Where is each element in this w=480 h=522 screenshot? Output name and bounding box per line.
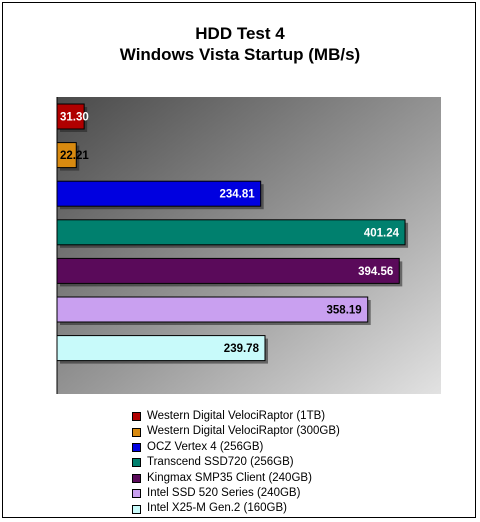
legend: Western Digital VelociRaptor (1TB) Wester…: [132, 409, 340, 517]
bar-value-label: 239.78: [224, 343, 260, 355]
bar: [56, 180, 262, 207]
chart-subtitle-text: Windows Vista Startup (MB/s): [119, 45, 361, 64]
bar-value-label: 31.30: [60, 112, 89, 124]
legend-item: Western Digital VelociRaptor (1TB): [132, 409, 340, 424]
bar-value-label: 234.81: [219, 189, 255, 201]
legend-swatch: [132, 504, 141, 514]
legend-item: Intel SSD 520 Series (240GB): [132, 486, 340, 501]
legend-item: Transcend SSD720 (256GB): [132, 455, 340, 470]
bar: [56, 103, 85, 130]
legend-item: Intel X25-M Gen.2 (160GB): [132, 501, 340, 516]
legend-label: Intel SSD 520 Series (240GB): [147, 486, 301, 499]
legend-label: Kingmax SMP35 Client (240GB): [147, 471, 312, 484]
legend-label: Western Digital VelociRaptor (1TB): [147, 410, 326, 422]
legend-item: Kingmax SMP35 Client (240GB): [132, 471, 340, 486]
bars-layer: 31.30 22.21 234.81 401.24 394.56 358.19 239.78: [56, 103, 409, 364]
legend-swatch: [132, 427, 141, 437]
legend-label: Transcend SSD720 (256GB): [147, 456, 294, 469]
legend-swatch: [132, 489, 141, 499]
bar-value-label: 401.24: [364, 227, 400, 239]
legend-item: OCZ Vertex 4 (256GB): [132, 440, 340, 455]
chart-title-text: HDD Test 4: [195, 24, 285, 43]
bar: [56, 296, 369, 323]
legend-item: Western Digital VelociRaptor (300GB): [132, 424, 340, 439]
bar-value-label: 22.21: [60, 150, 89, 162]
legend-swatch: [132, 473, 141, 483]
legend-swatch: [132, 442, 141, 452]
bar-value-label: 394.56: [358, 266, 393, 278]
legend-label: OCZ Vertex 4 (256GB): [147, 440, 264, 453]
bar: [56, 257, 400, 284]
legend-label: Intel X25-M Gen.2 (160GB): [147, 502, 287, 515]
legend-swatch: [132, 412, 141, 422]
legend-swatch: [132, 458, 141, 468]
bar: [56, 335, 266, 362]
bar-value-label: 358.19: [327, 305, 362, 317]
legend-label: Western Digital VelociRaptor (300GB): [147, 425, 340, 438]
bar: [56, 219, 406, 246]
bar: [56, 142, 77, 169]
